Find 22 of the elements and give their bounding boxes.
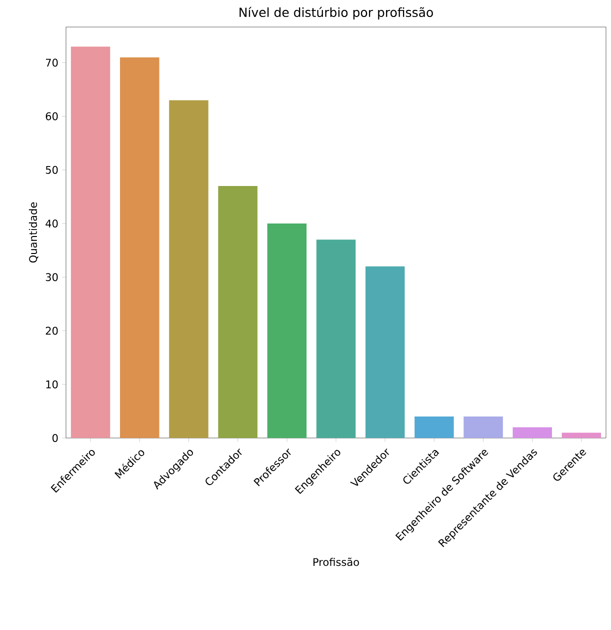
y-tick-label: 0 — [52, 434, 58, 442]
y-tick-label: 50 — [46, 166, 58, 174]
bar — [365, 266, 405, 438]
bar — [169, 100, 208, 438]
y-tick-label: 60 — [46, 112, 58, 120]
bar — [316, 240, 356, 438]
y-tick-label: 20 — [46, 326, 58, 335]
bar — [120, 57, 160, 438]
x-axis-title: Profissão — [313, 558, 359, 566]
bar — [414, 416, 454, 438]
y-tick-label: 30 — [46, 273, 58, 282]
y-tick-label: 70 — [46, 58, 58, 67]
y-tick-label: 10 — [46, 380, 58, 388]
y-axis-title: Quantidade — [28, 202, 38, 263]
bar — [267, 224, 307, 438]
bar — [70, 46, 110, 438]
bar — [218, 186, 258, 438]
bar — [562, 432, 602, 438]
bar — [512, 427, 552, 438]
bar — [464, 416, 503, 438]
chart-title: Nível de distúrbio por profissão — [240, 6, 433, 20]
y-tick-label: 40 — [46, 220, 58, 228]
